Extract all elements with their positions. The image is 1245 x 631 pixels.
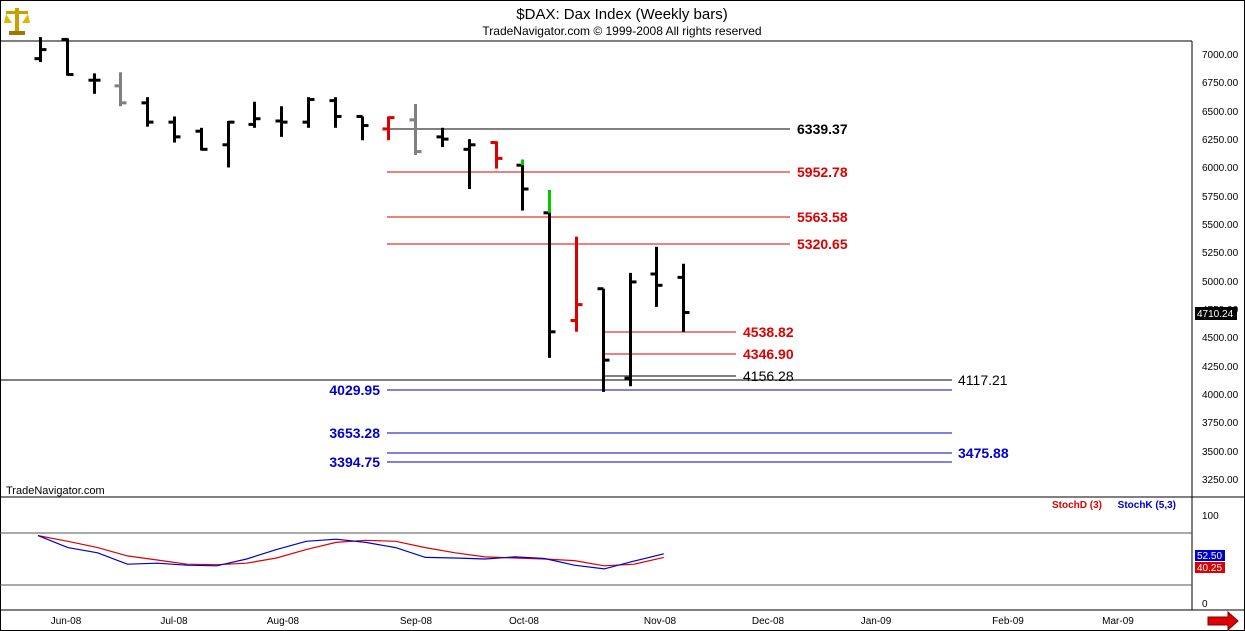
ohlc-bar	[195, 127, 208, 151]
level-label-6339: 6339.37	[797, 121, 848, 137]
stoch-d-badge	[1195, 562, 1225, 573]
level-lines: 6339.37 5952.78 5563.58 5320.65 4538.82 …	[0, 121, 1009, 470]
price-tick-label: 3750.00	[1202, 418, 1239, 429]
date-label: Feb-09	[992, 616, 1024, 627]
level-label-5563: 5563.58	[797, 209, 848, 225]
level-label-5952: 5952.78	[797, 164, 848, 180]
date-axis: Jun-08 Jul-08 Aug-08 Sep-08 Oct-08 Nov-0…	[51, 616, 1135, 627]
date-label: Jun-08	[51, 616, 82, 627]
date-label: Dec-08	[752, 616, 785, 627]
price-tick-label: 6000.00	[1202, 163, 1239, 174]
chart-title: $DAX: Dax Index (Weekly bars)	[516, 6, 727, 23]
ohlc-bar	[382, 116, 395, 141]
price-tick-label: 4250.00	[1202, 362, 1239, 373]
ohlc-bars	[34, 37, 690, 392]
scroll-right-arrow-icon[interactable]	[1207, 610, 1239, 631]
price-tick-label: 5250.00	[1202, 248, 1239, 259]
price-tick-label: 5750.00	[1202, 192, 1239, 203]
stoch-k-line	[37, 535, 664, 570]
ohlc-bar	[88, 73, 101, 94]
date-label: Nov-08	[644, 616, 677, 627]
ohlc-bar	[141, 97, 154, 127]
watermark: TradeNavigator.com	[6, 485, 105, 497]
date-label: Jul-08	[160, 616, 188, 627]
stochastic-lines	[37, 535, 664, 570]
level-label-5320: 5320.65	[797, 236, 848, 252]
price-tick-label: 3500.00	[1202, 447, 1239, 458]
level-label-3653: 3653.28	[329, 425, 380, 441]
ohlc-bar	[34, 37, 47, 63]
date-label: Jan-09	[861, 616, 892, 627]
level-label-4538: 4538.82	[743, 324, 794, 340]
ohlc-bar	[463, 139, 476, 189]
level-label-3394: 3394.75	[329, 454, 380, 470]
ohlc-bar	[168, 116, 181, 143]
stoch-k-legend: StochK (5,3)	[1118, 500, 1176, 511]
stoch-tick-label: 0	[1202, 599, 1208, 610]
price-axis: 7000.00 6750.00 6500.00 6250.00 6000.00 …	[1202, 50, 1239, 486]
ohlc-bar	[677, 263, 690, 332]
price-tick-label: 5000.00	[1202, 277, 1239, 288]
stoch-tick-label: 100	[1202, 511, 1219, 522]
stoch-k-badge	[1195, 550, 1225, 561]
price-tick-label: 4500.00	[1202, 333, 1239, 344]
copyright-subtitle: TradeNavigator.com © 1999-2008 All right…	[482, 24, 761, 38]
date-label: Sep-08	[400, 616, 433, 627]
ohlc-bar	[329, 97, 342, 128]
stoch-k-value: 52.50	[1197, 551, 1222, 562]
ohlc-bar	[597, 287, 610, 392]
ohlc-bar	[302, 97, 315, 128]
level-label-4029: 4029.95	[329, 382, 380, 398]
ohlc-bar	[624, 272, 637, 387]
last-price-badge	[1195, 307, 1237, 320]
ohlc-bar	[61, 37, 74, 77]
date-label: Mar-09	[1102, 616, 1134, 627]
level-label-4346: 4346.90	[743, 346, 794, 362]
ohlc-bar	[650, 246, 663, 307]
ohlc-bar	[356, 114, 369, 141]
stoch-d-value: 40.25	[1197, 563, 1222, 574]
date-label: Oct-08	[509, 616, 539, 627]
price-tick-label: 7000.00	[1202, 50, 1239, 61]
ohlc-bar	[248, 101, 261, 128]
ohlc-bar	[222, 120, 235, 168]
date-label: Aug-08	[267, 616, 300, 627]
ohlc-bar	[570, 236, 583, 332]
ohlc-bar	[409, 104, 422, 155]
ohlc-bar	[436, 127, 449, 148]
trade-navigator-logo-icon	[4, 8, 30, 35]
price-tick-label: 4000.00	[1202, 390, 1239, 401]
price-tick-label: 6500.00	[1202, 107, 1239, 118]
price-tick-label: 3250.00	[1202, 475, 1239, 486]
price-tick-label: 6250.00	[1202, 135, 1239, 146]
level-label-4117: 4117.21	[958, 372, 1008, 388]
price-tick-label: 5500.00	[1202, 220, 1239, 231]
level-label-3475: 3475.88	[958, 445, 1009, 461]
ohlc-bar	[275, 106, 288, 137]
last-price-label: 4710.24	[1197, 309, 1234, 320]
level-label-4156: 4156.28	[743, 368, 794, 384]
ohlc-bar	[490, 141, 503, 169]
ohlc-bar	[114, 72, 127, 107]
price-tick-label: 6750.00	[1202, 78, 1239, 89]
stoch-d-legend: StochD (3)	[1052, 500, 1102, 511]
